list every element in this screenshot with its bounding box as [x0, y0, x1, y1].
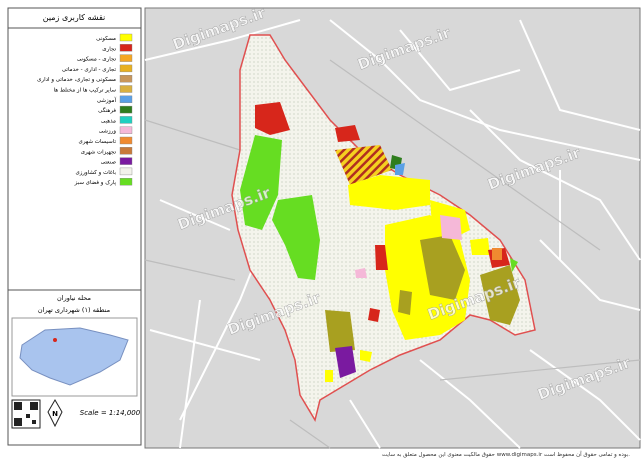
legend-label: پارک و فضای سبز — [74, 179, 117, 186]
legend-swatch — [119, 64, 133, 73]
legend-label: مذهبی — [101, 118, 116, 124]
legend-swatch — [119, 95, 133, 104]
district: منطقه (۱) شهرداری تهران — [38, 306, 110, 314]
legend-label: تجاری - مسکونی — [77, 56, 117, 63]
svg-text:N: N — [52, 410, 58, 418]
legend-swatch — [119, 147, 133, 155]
legend-label: صنعتی — [101, 160, 117, 166]
legend-label: تجهیزات شهری — [81, 149, 117, 155]
legend-label: سایر ترکیب ها از مختلط ها — [54, 87, 117, 94]
legend-label: باغات و کشاورزی — [75, 169, 116, 176]
legend-label: فرهنگی — [98, 107, 116, 114]
legend-label: مسکونی و تجاری، خدماتی و اداری — [37, 76, 116, 83]
map — [144, 7, 641, 449]
legend-swatch — [119, 54, 133, 62]
neighborhood: محله نیاوران — [57, 294, 91, 302]
legend-label: تجاری - اداری - خدماتی — [62, 67, 117, 73]
legend-swatch — [119, 177, 133, 186]
legend-swatch — [119, 44, 133, 52]
legend-swatch — [119, 157, 133, 165]
legend-swatch — [119, 126, 133, 134]
legend-swatch — [119, 85, 133, 93]
legend-swatch — [119, 167, 133, 176]
legend-swatch — [119, 105, 133, 114]
legend-label: آموزشی — [97, 97, 117, 104]
north-arrow — [47, 399, 63, 428]
legend-label: ورزشی — [99, 129, 117, 135]
legend-label: تاسیسات شهری — [79, 139, 117, 145]
legend-label: مسکونی — [96, 35, 116, 42]
legend-swatch — [119, 136, 133, 145]
legend-label: تجاری — [102, 46, 116, 52]
legend-title: نقشه کاربری زمین — [43, 13, 105, 22]
legend-items: مسکونی تجاری تجاری - مسکونی تجاری - اداری -… — [37, 33, 133, 186]
legend-swatch — [119, 33, 133, 42]
scale: Scale = 1:14,000 — [80, 409, 141, 417]
footer: حقوق مالکیت معنوی این محصول متعلق به سای… — [382, 451, 630, 458]
legend-swatch — [119, 116, 133, 124]
legend-swatch — [119, 74, 133, 83]
